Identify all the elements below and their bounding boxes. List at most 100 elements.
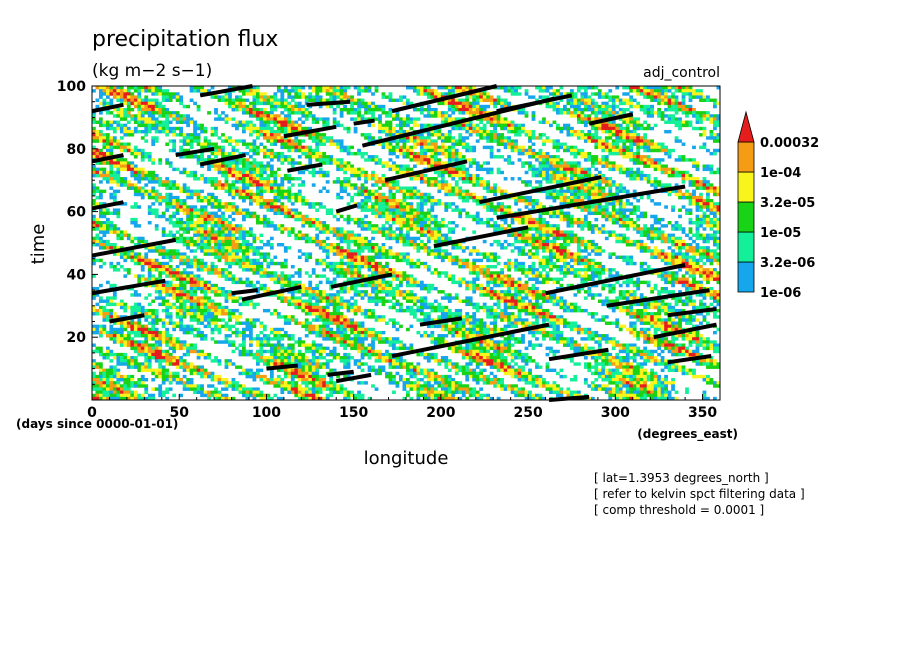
heat-cell (276, 189, 281, 194)
heat-cell (186, 136, 190, 140)
heat-cell (276, 173, 281, 178)
heat-cell (573, 164, 578, 168)
heat-cell (563, 192, 567, 197)
heat-cell (182, 136, 187, 140)
heat-cell (109, 167, 114, 172)
heat-cell (667, 129, 672, 134)
heat-cell (151, 180, 156, 184)
heat-cell (116, 123, 121, 128)
heat-cell (454, 180, 459, 184)
heat-cell (594, 126, 599, 131)
heat-cell (297, 148, 302, 153)
heat-cell (137, 151, 142, 156)
heat-cell (713, 123, 717, 128)
heat-cell (371, 177, 375, 181)
heat-cell (573, 195, 578, 200)
heat-cell (304, 95, 309, 99)
heat-cell (643, 230, 648, 234)
heat-cell (290, 145, 295, 150)
heat-cell (325, 117, 330, 121)
heat-cell (716, 139, 721, 143)
heat-cell (406, 155, 410, 159)
heat-cell (601, 189, 606, 194)
heat-cell (559, 177, 564, 181)
heat-cell (224, 92, 229, 96)
heat-cell (419, 192, 424, 197)
heat-cell (632, 161, 637, 165)
heat-cell (196, 161, 201, 165)
heat-cell (189, 98, 194, 102)
heat-cell (576, 120, 581, 124)
heat-cell (563, 177, 567, 181)
heat-cell (290, 183, 295, 187)
heat-cell (465, 211, 470, 216)
heat-cell (242, 177, 246, 181)
heat-cell (343, 217, 347, 222)
heat-cell (283, 129, 288, 134)
heat-cell (594, 145, 599, 150)
heat-cell (440, 224, 445, 228)
heat-cell (653, 167, 658, 172)
heat-cell (123, 158, 128, 162)
heat-cell (419, 199, 424, 203)
heat-cell (364, 192, 368, 197)
heat-cell (224, 233, 229, 238)
heat-cell (367, 104, 372, 109)
heat-cell (186, 195, 190, 200)
heat-cell (503, 123, 508, 128)
heat-cell (699, 199, 703, 203)
heat-cell (674, 86, 679, 90)
heat-cell (242, 230, 246, 234)
heat-cell (465, 126, 470, 131)
heat-cell (660, 148, 665, 153)
heat-cell (643, 126, 648, 131)
heat-cell (123, 126, 128, 131)
heat-cell (646, 155, 651, 159)
heat-cell (538, 221, 543, 225)
heat-cell (207, 180, 211, 184)
heat-cell (196, 214, 201, 219)
heat-cell (465, 173, 470, 178)
heat-cell (632, 86, 637, 90)
heat-cell (454, 86, 459, 90)
heat-cell (657, 158, 661, 162)
heat-cell (486, 120, 491, 124)
heat-cell (559, 167, 564, 172)
heat-cell (489, 120, 494, 124)
heat-cell (667, 148, 672, 153)
heat-cell (430, 164, 435, 168)
heat-cell (102, 208, 107, 212)
heat-cell (210, 180, 215, 184)
heat-cell (597, 227, 602, 231)
heat-cell (217, 167, 222, 172)
heat-cell (678, 107, 682, 112)
heat-cell (597, 211, 602, 216)
heat-cell (297, 177, 302, 181)
heat-cell (224, 173, 229, 178)
heat-cell (437, 189, 442, 194)
heat-cell (154, 126, 159, 131)
heat-cell (622, 136, 627, 140)
heat-cell (231, 195, 236, 200)
heat-cell (357, 205, 361, 209)
heat-cell (402, 139, 407, 143)
heat-cell (489, 98, 494, 102)
heat-cell (123, 145, 128, 150)
heat-cell (482, 221, 487, 225)
heat-cell (706, 148, 710, 153)
heat-cell (542, 139, 546, 143)
heat-cell (667, 155, 672, 159)
heat-cell (371, 195, 375, 200)
heat-cell (165, 92, 170, 96)
heat-cell (528, 199, 532, 203)
heat-cell (556, 173, 560, 178)
heat-cell (179, 120, 184, 124)
heat-cell (294, 145, 299, 150)
heat-cell (186, 155, 190, 159)
heat-cell (531, 167, 536, 172)
heat-cell (622, 217, 627, 222)
heat-cell (210, 183, 215, 187)
heat-cell (231, 107, 236, 112)
heat-cell (632, 221, 637, 225)
heat-cell (461, 199, 466, 203)
